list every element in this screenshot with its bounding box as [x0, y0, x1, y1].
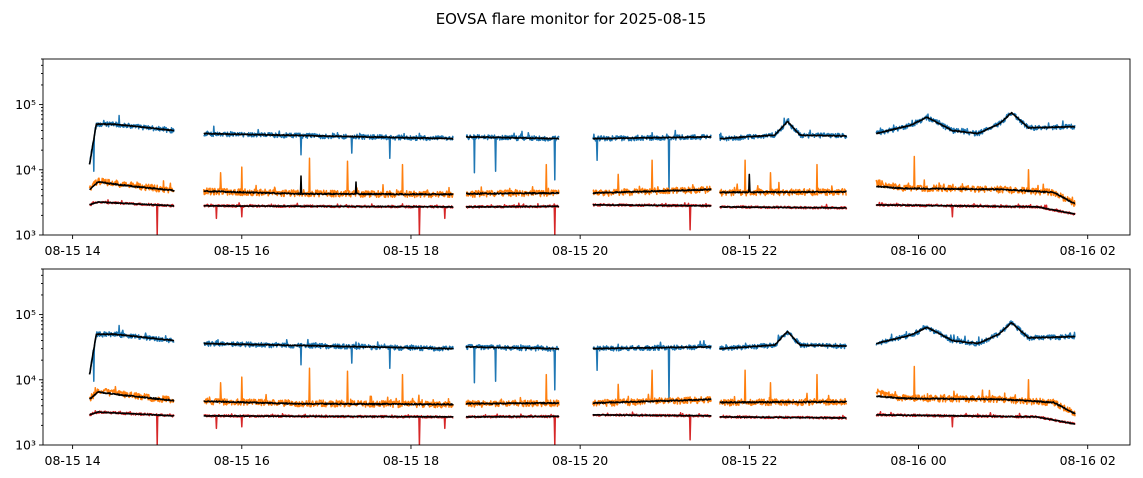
series-black-lo-segment-3 — [465, 415, 560, 418]
series-black-mid-segment-1 — [89, 181, 175, 192]
y-tick-label: 10³ — [15, 438, 36, 453]
plot-area — [88, 320, 1076, 445]
series-black-mid-segment-6 — [876, 395, 1076, 415]
x-tick-label: 08-15 18 — [383, 453, 439, 468]
series-black-hi-segment-5 — [719, 120, 848, 140]
series-black-mid-segment-1 — [88, 390, 175, 402]
series-black-hi-segment-4 — [592, 345, 712, 350]
series-black-hi-segment-4 — [592, 135, 712, 140]
x-tick-label: 08-15 16 — [214, 243, 270, 258]
series-black-mid-segment-4 — [592, 398, 712, 405]
x-tick-label: 08-16 00 — [890, 453, 946, 468]
axes-frame — [42, 268, 1131, 446]
bottom-panel: 08-15 14 08-15 16 08-15 18 08-15 20 08-15 22… — [15, 268, 1131, 468]
figure-title: EOVSA flare monitor for 2025-08-15 — [436, 10, 707, 28]
y-tick-label: 10³ — [15, 228, 36, 243]
series-black-mid-segment-5 — [719, 400, 848, 404]
x-tick-label: 08-15 22 — [721, 453, 777, 468]
y-tick-label: 10⁴ — [15, 162, 36, 177]
x-tick-label: 08-15 16 — [214, 453, 270, 468]
series-black-hi-segment-5 — [719, 331, 847, 350]
series-black-lo-segment-5 — [719, 415, 847, 419]
series-black-lo-segment-4 — [592, 203, 712, 207]
series-black-hi-segment-3 — [465, 345, 560, 350]
series-black-mid-segment-5 — [719, 173, 847, 194]
x-tick-label: 08-15 20 — [552, 243, 608, 258]
series-orange-segment-5 — [718, 159, 847, 197]
x-tick-label: 08-15 14 — [45, 243, 101, 258]
series-black-hi-segment-2 — [203, 342, 454, 350]
series-black-hi-segment-2 — [203, 132, 454, 140]
series-black-mid-segment-3 — [465, 401, 560, 405]
series-black-lo-segment-2 — [203, 414, 454, 418]
x-tick-label: 08-15 20 — [552, 453, 608, 468]
x-tick-label: 08-15 18 — [383, 243, 439, 258]
plot-area — [88, 111, 1076, 235]
series-black-mid-segment-2 — [203, 400, 454, 406]
series-black-hi-segment-3 — [465, 135, 560, 140]
series-black-lo-segment-1 — [89, 411, 175, 417]
series-orange-segment-3 — [465, 163, 560, 198]
axes-frame — [42, 58, 1131, 236]
x-tick-label: 08-15 22 — [721, 243, 777, 258]
series-black-mid-segment-2 — [203, 175, 454, 196]
series-black-hi-segment-6 — [875, 111, 1076, 135]
series-black-mid-segment-4 — [592, 188, 712, 195]
series-black-hi-segment-1 — [88, 123, 175, 165]
series-black-lo-segment-6 — [876, 413, 1076, 425]
series-black-lo-segment-4 — [592, 413, 712, 417]
series-black-mid-segment-6 — [876, 185, 1076, 205]
series-black-lo-segment-5 — [719, 205, 847, 209]
series-black-lo-segment-2 — [203, 204, 454, 208]
x-tick-label: 08-16 02 — [1060, 243, 1116, 258]
series-black-lo-segment-1 — [89, 201, 175, 207]
series-blue-segment-2 — [203, 338, 455, 370]
y-tick-label: 10⁵ — [15, 307, 36, 322]
series-black-hi-segment-1 — [88, 333, 175, 375]
x-tick-label: 08-16 02 — [1060, 453, 1116, 468]
series-black-lo-segment-6 — [875, 203, 1076, 215]
top-panel: 08-15 14 08-15 16 08-15 18 08-15 20 08-15 22… — [15, 58, 1131, 258]
y-tick-label: 10⁵ — [15, 97, 36, 112]
series-black-mid-segment-3 — [465, 191, 560, 195]
series-black-lo-segment-3 — [465, 205, 560, 208]
x-tick-label: 08-16 00 — [890, 243, 946, 258]
x-tick-label: 08-15 14 — [45, 453, 101, 468]
series-black-hi-segment-6 — [875, 321, 1076, 345]
y-tick-label: 10⁴ — [15, 372, 36, 387]
